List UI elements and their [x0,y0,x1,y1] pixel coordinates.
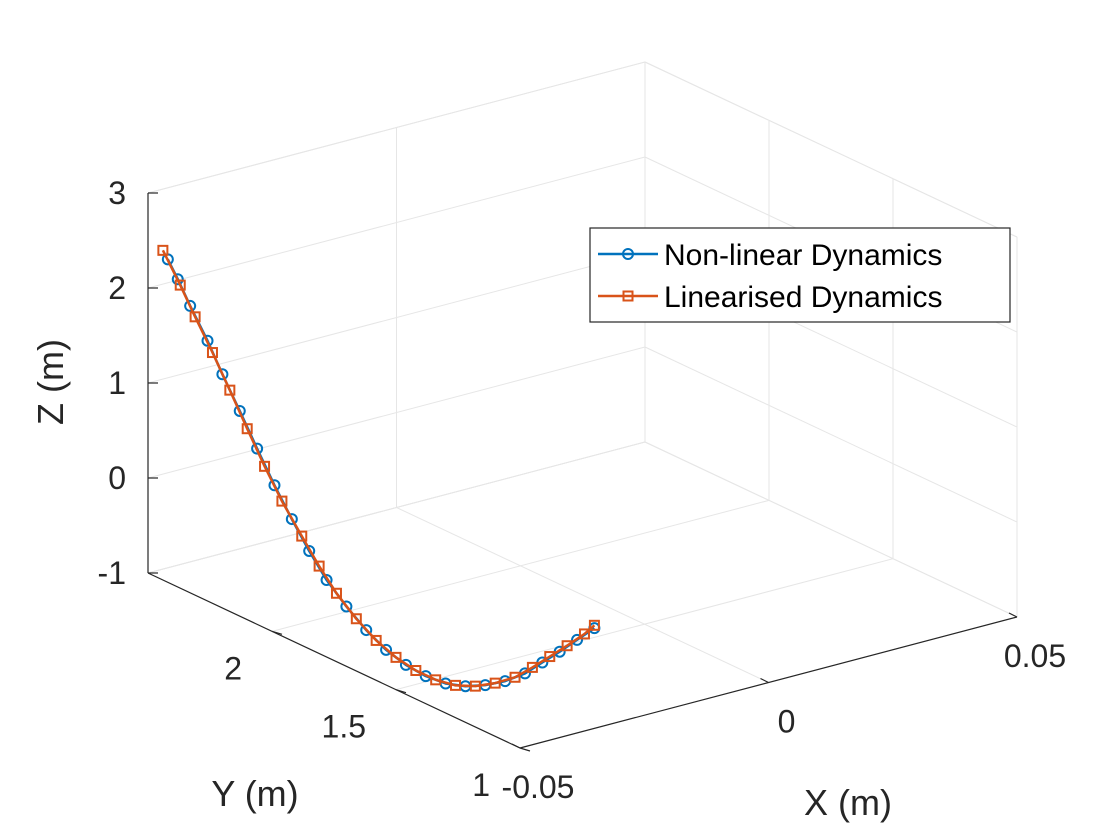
data-point [201,334,214,347]
legend-marker [622,248,634,260]
data-point [561,640,573,652]
data-point [360,624,373,637]
x-tick-mark [1008,612,1018,618]
data-point [313,560,325,572]
data-point [526,661,538,673]
x-tick-label: 0 [778,704,796,740]
data-point [296,530,308,542]
data-point [571,633,584,646]
data-point [320,574,333,587]
data-point [206,347,218,359]
data-point [303,544,316,557]
x-gridline [644,441,1018,618]
data-point [509,671,521,683]
data-point [259,460,271,472]
legend-entries: Non-linear Dynamics Linearised Dynamics [598,239,942,314]
y-gridline [147,441,646,574]
data-point [251,442,264,455]
data-point [330,587,342,599]
series-line [161,249,596,688]
data-point [430,674,442,686]
data-point [184,299,197,312]
data-point [340,600,353,613]
data-point [399,658,412,671]
data-point [380,643,393,656]
y-tick-label: 1 [472,767,490,803]
data-point [370,634,382,646]
z-tick-label: 0 [108,460,126,496]
x-gridline [396,507,769,683]
data-point [171,273,184,286]
y-gridline [395,558,894,691]
series-2 [157,244,600,692]
legend-label: Linearised Dynamics [664,281,942,314]
data-point [390,651,402,663]
x-tick-mark [760,677,769,684]
y-tick-mark [395,689,407,694]
data-point [544,651,556,663]
data-point [233,404,246,417]
data-point [469,680,481,692]
legend-box [589,227,1011,323]
z-tick-label: 1 [108,365,126,401]
x-tick-label: -0.05 [502,769,575,805]
z-tick-label: 3 [108,175,126,211]
y-tick-mark [519,747,531,752]
y-gridline [271,499,770,632]
axes [147,192,1018,752]
z-tick-label: -1 [98,555,126,591]
legend-label: Non-linear Dynamics [664,239,942,272]
z-gridline [644,346,1018,523]
z-gridline [644,61,1018,238]
data-point [588,619,600,631]
data-point [450,679,462,691]
y-axis-label: Y (m) [211,773,298,814]
legend-marker [622,290,634,302]
data-point [174,279,186,291]
data-point [578,628,590,640]
data-point [216,368,229,381]
data-point [489,677,501,689]
y-tick-label: 1.5 [322,709,366,745]
y-tick-label: 2 [224,650,242,686]
x-tick-mark [511,743,521,749]
legend: Non-linear Dynamics Linearised Dynamics [589,227,1011,323]
data-point [285,513,298,526]
data-point [241,423,253,435]
z-tick-label: 2 [108,270,126,306]
x-tick-label: 0.05 [1004,638,1066,674]
data-point [276,495,288,507]
series-line [166,258,596,688]
data-point [224,384,236,396]
legend-entry: Linearised Dynamics [598,281,942,314]
data-point [268,479,281,492]
x-axis-label: X (m) [804,782,892,823]
series [157,244,601,693]
legend-entry: Non-linear Dynamics [598,239,942,272]
z-axis-label: Z (m) [30,339,71,425]
grid-lines [147,61,1018,749]
y-axis-line [147,572,521,749]
y-tick-mark [271,630,283,635]
data-point [189,311,201,323]
tick-labels: -1 0 1 2 3 1 1.5 2 -0.05 0 0.05 [98,175,1067,805]
series-1 [161,253,601,693]
data-point [410,665,422,676]
data-point [350,613,362,625]
data-point [157,244,169,256]
